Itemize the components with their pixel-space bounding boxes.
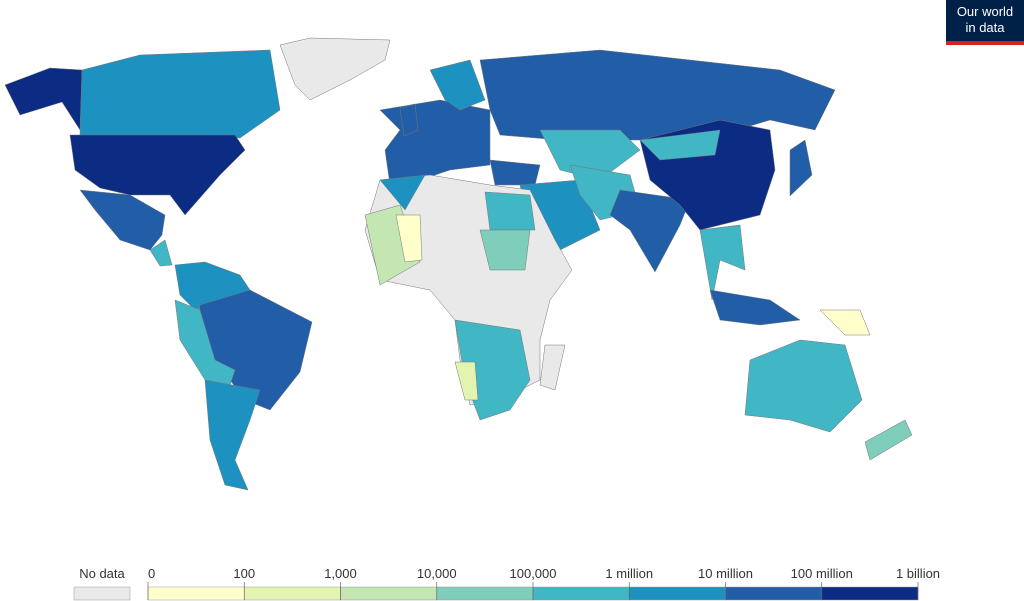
legend-swatch xyxy=(532,586,630,601)
country xyxy=(539,344,566,391)
country xyxy=(149,239,173,267)
country xyxy=(79,49,281,139)
legend-swatch xyxy=(629,586,726,601)
legend-swatch xyxy=(244,586,341,601)
legend-swatch xyxy=(340,586,437,601)
legend-tick-label: 100 xyxy=(233,566,255,581)
country xyxy=(429,59,486,111)
country xyxy=(639,129,721,161)
country xyxy=(484,191,536,231)
country xyxy=(479,49,836,141)
legend-tick-label: 1 billion xyxy=(896,566,940,581)
country xyxy=(379,99,491,186)
country xyxy=(395,214,423,263)
legend-tick-label: 1 million xyxy=(605,566,653,581)
country xyxy=(69,134,246,216)
country xyxy=(489,159,541,186)
legend-tick-label: 0 xyxy=(148,566,155,581)
country xyxy=(709,289,801,326)
world-map xyxy=(4,37,913,491)
legend-swatch xyxy=(147,586,245,601)
legend-swatch xyxy=(725,586,822,601)
country xyxy=(379,174,426,211)
legend-swatch xyxy=(821,586,919,601)
country xyxy=(79,189,166,251)
country xyxy=(204,379,261,491)
legend-tick-label: 100 million xyxy=(791,566,853,581)
logo-stripe xyxy=(946,41,1024,45)
country xyxy=(744,339,863,433)
country xyxy=(454,361,479,401)
country xyxy=(479,229,531,271)
country xyxy=(399,103,419,137)
country xyxy=(174,299,236,386)
legend-tick-label: 10 million xyxy=(698,566,753,581)
country xyxy=(699,224,746,301)
country xyxy=(539,129,641,181)
legend-tick-label: 1,000 xyxy=(324,566,357,581)
logo-text: in data xyxy=(965,20,1005,35)
country xyxy=(279,37,391,101)
country xyxy=(864,419,913,461)
country xyxy=(819,309,871,336)
country xyxy=(789,139,813,197)
legend-tick-label: 10,000 xyxy=(417,566,457,581)
legend-tick-label: 100,000 xyxy=(510,566,557,581)
legend: 0 100 1,000 10,000 100,000 1 million 10 millio… xyxy=(73,566,940,601)
logo-text: Our world xyxy=(957,4,1013,19)
legend-swatch xyxy=(436,586,534,601)
legend-no-data-swatch xyxy=(73,586,131,601)
logo-box xyxy=(946,0,1024,41)
country xyxy=(4,67,83,131)
legend-no-data-label: No data xyxy=(79,566,125,581)
